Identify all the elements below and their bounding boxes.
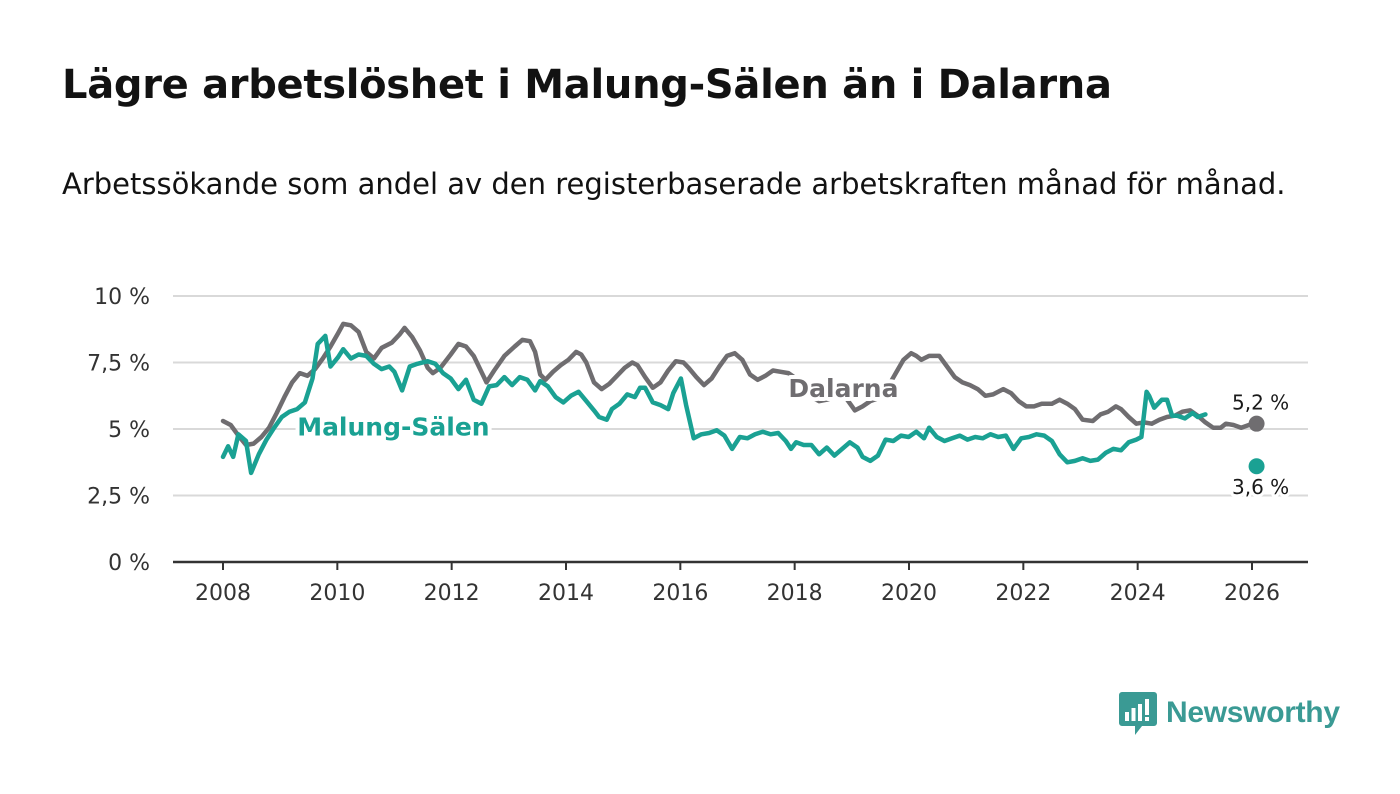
series-line-malung-salen bbox=[220, 333, 1208, 476]
series-label-malung-salen: Malung-Sälen bbox=[297, 412, 489, 441]
x-tick-label: 2008 bbox=[195, 581, 251, 606]
chart-subtitle: Arbetssökande som andel av den registerb… bbox=[62, 167, 1286, 201]
x-axis: 2008 2010 2012 2014 2016 2018 2020 2022 2024 2026 bbox=[173, 560, 1308, 606]
end-label-malung-salen: 3,6 % bbox=[1232, 475, 1289, 499]
x-tick-label: 2010 bbox=[309, 581, 365, 606]
newsworthy-logo-icon bbox=[1119, 692, 1157, 735]
series-labels: Dalarna Malung-Sälen 5,2 % 3,6 % bbox=[293, 370, 1292, 502]
series-label-dalarna: Dalarna bbox=[788, 374, 898, 403]
x-tick-label: 2018 bbox=[767, 581, 823, 606]
x-tick-label: 2022 bbox=[995, 581, 1051, 606]
x-tick-label: 2014 bbox=[538, 581, 594, 606]
y-tick-label: 10 % bbox=[94, 285, 150, 310]
series-line-dalarna bbox=[220, 321, 1259, 448]
y-tick-label: 0 % bbox=[108, 551, 150, 576]
x-tick-label: 2016 bbox=[652, 581, 708, 606]
end-label-dalarna: 5,2 % bbox=[1232, 391, 1289, 415]
chart-title: Lägre arbetslöshet i Malung-Sälen än i D… bbox=[62, 62, 1112, 108]
x-tick-label: 2024 bbox=[1110, 581, 1166, 606]
y-tick-label: 7,5 % bbox=[87, 352, 150, 377]
end-point-malung-salen bbox=[1248, 458, 1265, 475]
y-tick-label: 2,5 % bbox=[87, 485, 150, 510]
x-tick-label: 2026 bbox=[1224, 581, 1280, 606]
series-lines bbox=[220, 321, 1259, 476]
grid-lines bbox=[173, 295, 1308, 497]
y-axis-tick-labels: 0 % 2,5 % 5 % 7,5 % 10 % bbox=[87, 285, 150, 576]
x-tick-label: 2012 bbox=[424, 581, 480, 606]
y-tick-label: 5 % bbox=[108, 418, 150, 443]
newsworthy-brand-name: Newsworthy bbox=[1166, 696, 1340, 729]
end-point-dalarna bbox=[1248, 415, 1265, 432]
x-tick-label: 2020 bbox=[881, 581, 937, 606]
newsworthy-logo: Newsworthy bbox=[1118, 690, 1340, 736]
